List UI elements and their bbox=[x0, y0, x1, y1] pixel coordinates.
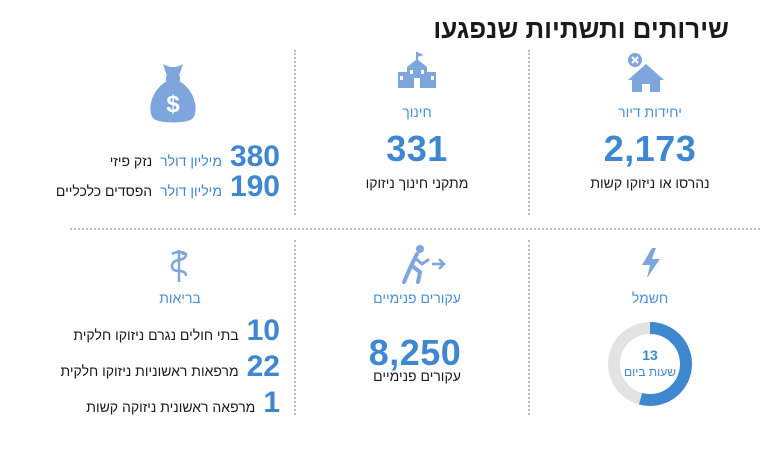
finance-row-2: 190 מיליון דולר הפסדים כלכליים bbox=[56, 170, 280, 204]
housing-value: 2,173 bbox=[603, 128, 697, 169]
electricity-value: 13 bbox=[642, 347, 658, 363]
health-row-desc: מרפאה ראשונית ניזוקה קשות bbox=[86, 399, 256, 415]
housing-desc: נהרסו או ניזוקו קשות bbox=[590, 175, 710, 191]
finance-row-1: 380 מיליון דולר נזק פיזי bbox=[110, 140, 280, 174]
divider-vertical-left bbox=[294, 50, 296, 215]
divider-vertical-right bbox=[528, 50, 530, 215]
health-row-value: 10 bbox=[246, 314, 280, 347]
health-row-2: 22 מרפאות ראשוניות ניזוקו חלקית bbox=[60, 350, 280, 384]
electricity-donut bbox=[608, 322, 692, 406]
lightning-icon bbox=[642, 248, 660, 278]
money-bag-icon: $ bbox=[150, 64, 196, 123]
displaced-desc: עקורים פנימיים bbox=[373, 368, 461, 384]
displaced-value: 8,250 bbox=[368, 332, 462, 373]
person-running-arrow-icon bbox=[402, 245, 446, 284]
house-x-icon bbox=[628, 53, 664, 92]
finance-row-desc: נזק פיזי bbox=[109, 153, 153, 169]
health-row-desc: מרפאות ראשוניות ניזוקו חלקית bbox=[60, 363, 239, 379]
displaced-label: עקורים פנימיים bbox=[373, 290, 461, 306]
finance-row-unit: מיליון דולר bbox=[160, 153, 222, 169]
finance-row-desc: הפסדים כלכליים bbox=[55, 183, 153, 199]
housing-label: יחידות דיור bbox=[618, 104, 682, 120]
finance-row-unit: מיליון דולר bbox=[160, 183, 222, 199]
health-row-1: 10 בתי חולים נגרם ניזוקו חלקית bbox=[73, 314, 280, 348]
school-building-icon bbox=[398, 52, 436, 88]
health-label: בריאות bbox=[159, 290, 201, 306]
divider-horizontal bbox=[70, 228, 760, 230]
divider-vertical-left-bottom bbox=[294, 240, 296, 415]
divider-vertical-right-bottom bbox=[528, 240, 530, 415]
electricity-desc: שעות ביום bbox=[623, 365, 677, 379]
education-label: חינוך bbox=[402, 104, 432, 120]
caduceus-icon bbox=[170, 250, 188, 282]
finance-row-value: 190 bbox=[229, 170, 280, 203]
education-value: 331 bbox=[386, 128, 448, 169]
health-row-desc: בתי חולים נגרם ניזוקו חלקית bbox=[73, 327, 239, 343]
education-desc: מתקני חינוך ניזוקו bbox=[365, 175, 469, 191]
electricity-label: חשמל bbox=[631, 290, 669, 306]
health-row-value: 22 bbox=[246, 350, 280, 383]
health-row-value: 1 bbox=[263, 386, 280, 419]
page-title: שירותים ותשתיות שנפגעו bbox=[433, 14, 729, 44]
finance-row-value: 380 bbox=[229, 140, 280, 173]
health-row-3: 1 מרפאה ראשונית ניזוקה קשות bbox=[86, 386, 280, 420]
svg-text:$: $ bbox=[166, 91, 180, 118]
